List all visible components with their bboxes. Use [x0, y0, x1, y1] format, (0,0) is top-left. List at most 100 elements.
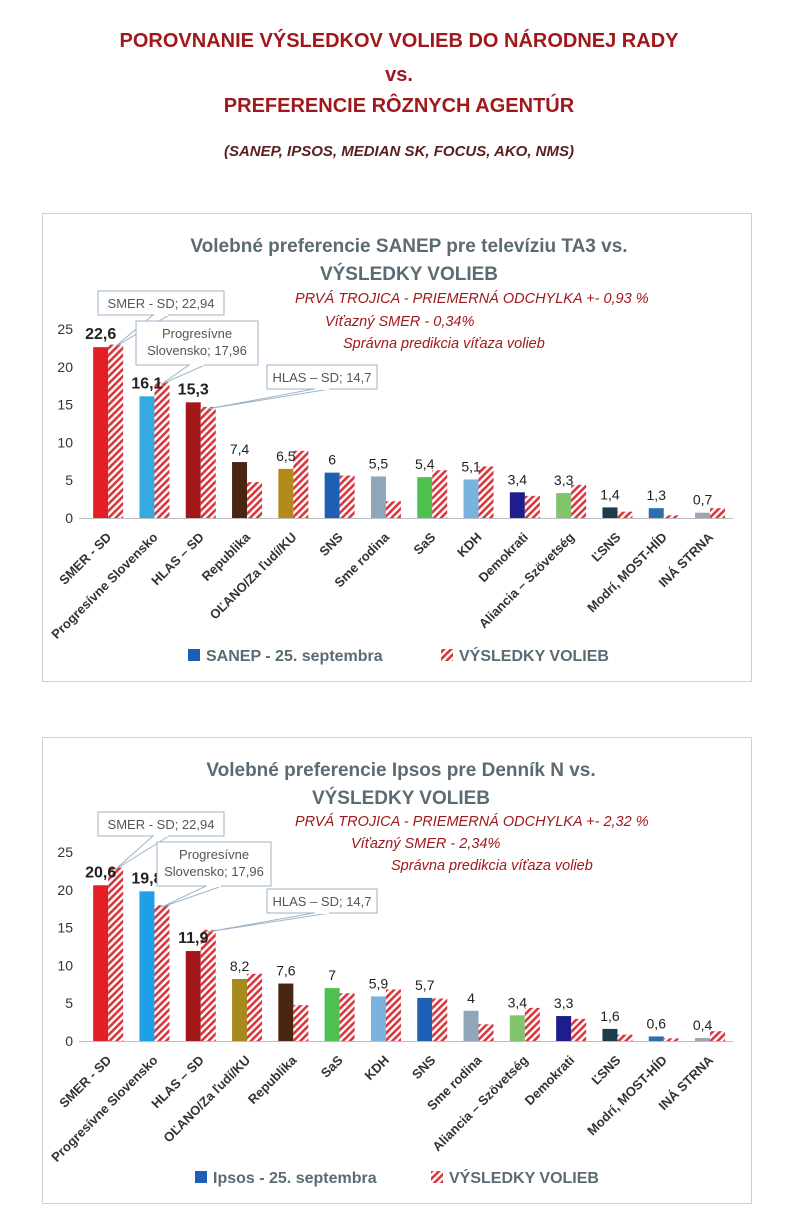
- bar-result: [154, 905, 170, 1041]
- bar-result: [524, 1007, 540, 1041]
- callout-joint: [315, 912, 329, 914]
- data-label: 6: [328, 452, 336, 468]
- y-tick-label: 25: [57, 844, 73, 860]
- category-label: SaS: [410, 529, 438, 557]
- bar-poll: [509, 1015, 525, 1041]
- bar-poll: [278, 468, 294, 518]
- bar-poll: [695, 1037, 711, 1041]
- legend-swatch-result: [441, 649, 453, 661]
- bar-result: [710, 508, 726, 518]
- data-label: 1,3: [647, 487, 667, 503]
- ipsos-chart: Volebné preferencie Ipsos pre Denník N v…: [48, 760, 734, 1187]
- callout-text: Slovensko; 17,96: [164, 864, 264, 879]
- bar-poll: [602, 507, 618, 518]
- bar-result: [524, 495, 540, 518]
- category-label: Republika: [245, 1052, 300, 1107]
- y-tick-label: 10: [57, 434, 73, 450]
- bar-poll: [185, 951, 201, 1041]
- bar-result: [710, 1031, 726, 1041]
- category-label: KDH: [454, 530, 485, 561]
- bar-poll: [278, 983, 294, 1041]
- data-label: 8,2: [230, 958, 250, 974]
- callout-text: HLAS – SD; 14,7: [273, 370, 372, 385]
- data-label: 7,6: [276, 963, 296, 979]
- callout-text: HLAS – SD; 14,7: [273, 894, 372, 909]
- data-label: 1,6: [600, 1008, 620, 1024]
- data-label: 11,9: [178, 930, 208, 947]
- callout-pointer: [207, 388, 331, 410]
- bar-poll: [556, 1016, 572, 1041]
- category-label: Modrí, MOST-HÍD: [584, 1053, 670, 1139]
- data-label: 7: [328, 967, 336, 983]
- legend-swatch-poll: [188, 649, 200, 661]
- legend-label: SANEP - 25. septembra: [206, 648, 383, 665]
- category-label: Modrí, MOST-HÍD: [584, 530, 670, 616]
- bar-poll: [185, 402, 201, 518]
- data-label: 1,4: [600, 486, 620, 502]
- y-tick-label: 0: [65, 1033, 73, 1049]
- bar-result: [478, 466, 494, 518]
- bar-result: [478, 1024, 494, 1041]
- bar-result: [247, 973, 263, 1041]
- y-tick-label: 20: [57, 882, 73, 898]
- data-label: 5,5: [369, 455, 389, 471]
- chart-note: Víťazný SMER - 2,34%: [351, 836, 500, 852]
- chart-title-line2: VÝSLEDKY VOLIEB: [312, 787, 490, 809]
- data-label: 3,3: [554, 995, 574, 1011]
- bar-result: [293, 450, 309, 518]
- data-label: 5,9: [369, 975, 389, 991]
- chart-title-line1: Volebné preferencie Ipsos pre Denník N v…: [206, 760, 595, 781]
- bar-poll: [93, 885, 109, 1041]
- bar-result: [571, 1018, 587, 1041]
- category-label: Aliancia – Szövetség: [476, 529, 578, 631]
- bar-poll: [139, 396, 155, 518]
- callout-text: Slovensko; 17,96: [147, 343, 247, 358]
- data-label: 3,4: [508, 471, 528, 487]
- data-label: 3,3: [554, 472, 574, 488]
- data-label: 4: [467, 990, 475, 1006]
- y-tick-label: 15: [57, 397, 73, 413]
- callout-box: [135, 320, 259, 366]
- bar-poll: [370, 476, 386, 518]
- header-subtitle: (SANEP, IPSOS, MEDIAN SK, FOCUS, AKO, NM…: [223, 143, 575, 160]
- chart-title-line1: Volebné preferencie SANEP pre televíziu …: [190, 236, 627, 257]
- data-label: 5,4: [415, 456, 435, 472]
- callout-box: [266, 888, 378, 914]
- legend-label: Ipsos - 25. septembra: [213, 1170, 377, 1187]
- callout-box: [156, 841, 272, 887]
- bar-poll: [232, 979, 248, 1041]
- bar-result: [154, 382, 170, 518]
- bar-poll: [324, 472, 340, 518]
- callout-joint: [207, 885, 221, 887]
- bar-poll: [463, 479, 479, 518]
- bar-result: [385, 501, 401, 518]
- bar-result: [247, 482, 263, 518]
- y-tick-label: 15: [57, 920, 73, 936]
- bar-poll: [556, 493, 572, 518]
- bar-poll: [509, 492, 525, 518]
- callout-joint: [315, 388, 329, 390]
- callout-text: Progresívne: [162, 326, 232, 341]
- bar-result: [617, 1034, 633, 1041]
- chart-title-line2: VÝSLEDKY VOLIEB: [320, 263, 498, 285]
- bar-poll: [648, 1036, 664, 1041]
- category-label: Demokrati: [522, 1053, 578, 1109]
- data-label: 7,4: [230, 441, 250, 457]
- bar-result: [339, 993, 355, 1041]
- bar-poll: [232, 462, 248, 518]
- callout-text: SMER - SD; 22,94: [108, 817, 215, 832]
- category-label: Aliancia – Szövetség: [429, 1052, 531, 1154]
- data-label: 16,1: [131, 375, 162, 392]
- chart-panel-sanep: Volebné preferencie SANEP pre televíziu …: [42, 213, 752, 682]
- bar-result: [293, 1005, 309, 1041]
- bar-result: [200, 929, 216, 1041]
- legend-label: VÝSLEDKY VOLIEB: [459, 646, 609, 665]
- bar-poll: [648, 508, 664, 518]
- legend-label: VÝSLEDKY VOLIEB: [449, 1168, 599, 1187]
- callout-pointer: [161, 885, 223, 908]
- callout-text: Progresívne: [179, 847, 249, 862]
- bar-result: [663, 515, 679, 518]
- callout-box: [97, 811, 225, 837]
- legend-swatch-poll: [195, 1171, 207, 1183]
- y-tick-label: 10: [57, 957, 73, 973]
